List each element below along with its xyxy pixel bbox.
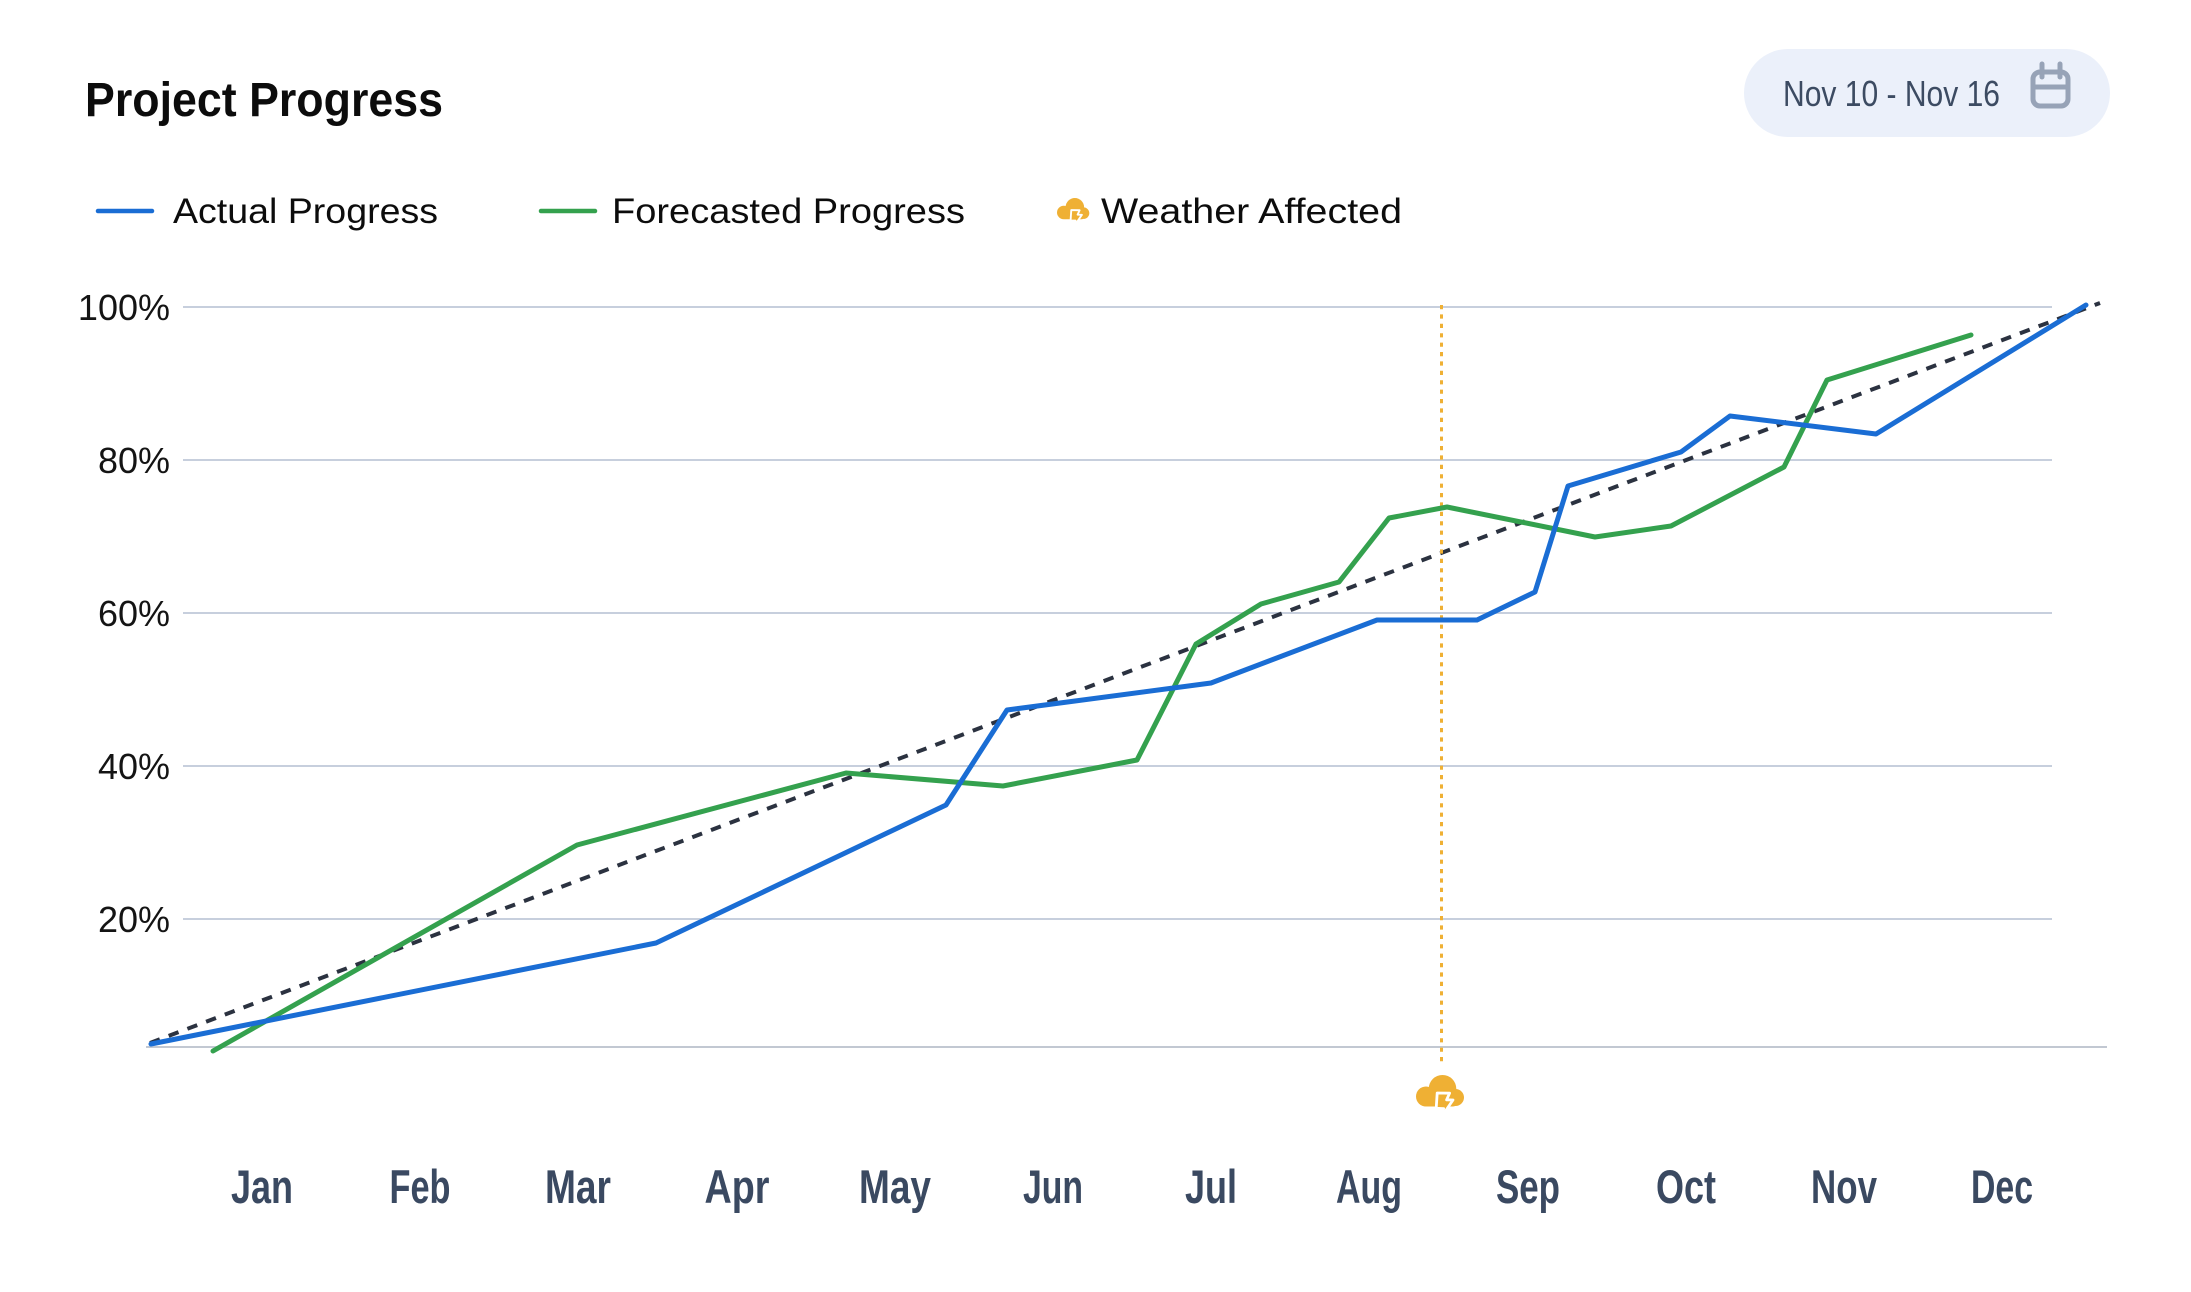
svg-text:Dec: Dec	[1971, 1160, 2033, 1213]
svg-text:Jun: Jun	[1023, 1160, 1083, 1213]
svg-text:Actual Progress: Actual Progress	[173, 192, 438, 231]
svg-text:Nov: Nov	[1811, 1160, 1877, 1213]
svg-text:80%: 80%	[98, 440, 170, 481]
svg-text:100%: 100%	[78, 287, 170, 328]
svg-text:Aug: Aug	[1336, 1160, 1402, 1213]
svg-text:May: May	[859, 1160, 931, 1213]
svg-text:Apr: Apr	[705, 1160, 770, 1213]
svg-text:40%: 40%	[98, 746, 170, 787]
svg-text:Jul: Jul	[1185, 1160, 1237, 1213]
svg-text:20%: 20%	[98, 899, 170, 940]
svg-text:Sep: Sep	[1496, 1160, 1560, 1213]
svg-text:Forecasted Progress: Forecasted Progress	[612, 192, 965, 231]
svg-text:Mar: Mar	[545, 1160, 611, 1213]
svg-text:Jan: Jan	[231, 1160, 293, 1213]
svg-text:Feb: Feb	[390, 1160, 451, 1213]
svg-text:60%: 60%	[98, 593, 170, 634]
svg-text:Nov 10 - Nov 16: Nov 10 - Nov 16	[1783, 73, 2000, 114]
svg-text:Weather Affected: Weather Affected	[1101, 192, 1402, 231]
svg-text:Project Progress: Project Progress	[85, 74, 443, 127]
svg-text:Oct: Oct	[1656, 1160, 1716, 1213]
